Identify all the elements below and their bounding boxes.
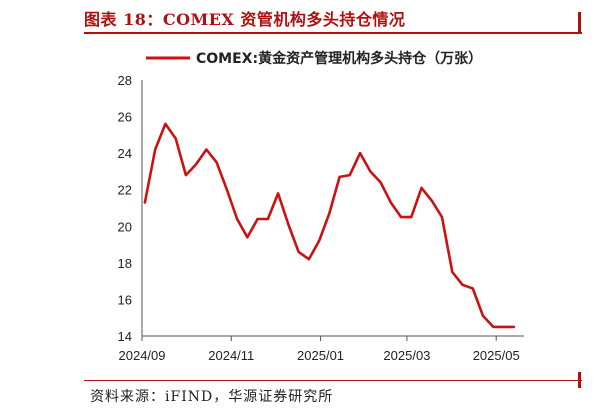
source-note: 资料来源：iFIND，华源证券研究所 — [90, 389, 334, 405]
x-tick-label: 2025/01 — [297, 348, 344, 363]
title-rule — [84, 32, 582, 34]
x-tick-label: 2024/09 — [119, 348, 166, 363]
legend-label: COMEX:黄金资产管理机构多头持仓（万张） — [196, 50, 482, 67]
x-tick-label: 2024/11 — [208, 348, 254, 363]
figure-title: 图表 18：COMEX 资管机构多头持仓情况 — [84, 10, 406, 29]
x-tick-label: 2025/05 — [473, 348, 520, 363]
line-chart: COMEX:黄金资产管理机构多头持仓（万张） 14 16 18 20 22 24 26 28 20… — [118, 50, 524, 363]
y-tick-label: 28 — [118, 73, 132, 88]
source-rule — [84, 380, 582, 381]
y-tick-label: 14 — [118, 329, 132, 344]
y-tick-label: 18 — [118, 256, 132, 271]
y-tick-label: 16 — [118, 292, 132, 307]
x-tick-label: 2025/03 — [383, 348, 430, 363]
y-tick-label: 24 — [118, 146, 132, 161]
series-line-holdings — [143, 122, 516, 329]
y-tick-label: 26 — [118, 110, 132, 125]
y-tick-label: 22 — [118, 183, 132, 198]
y-tick-label: 20 — [118, 219, 132, 234]
right-edge-bar — [578, 12, 581, 34]
